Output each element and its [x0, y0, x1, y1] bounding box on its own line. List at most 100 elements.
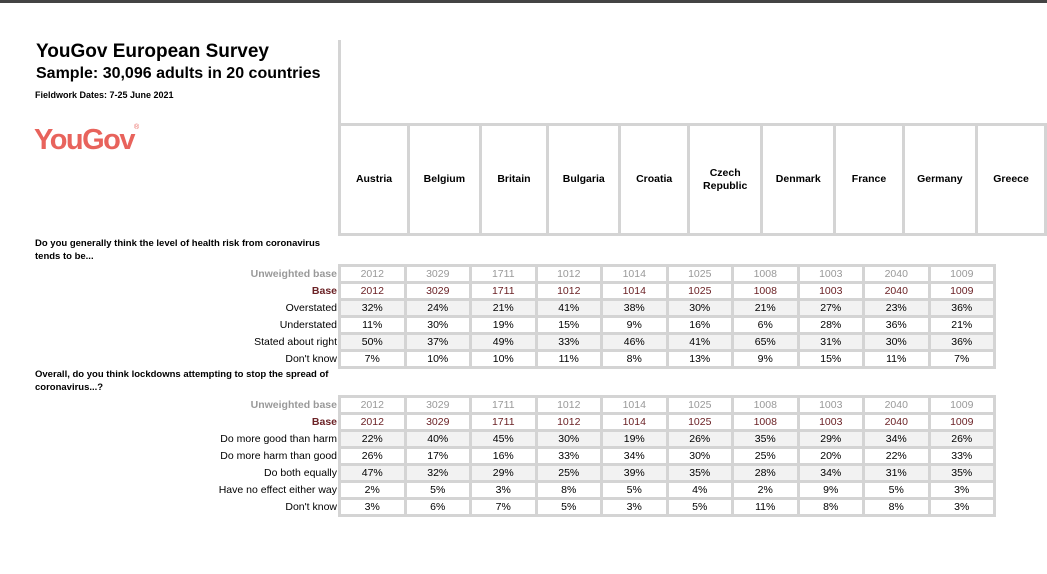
- table-cell: 35%: [734, 432, 797, 446]
- table-cell: 35%: [930, 466, 993, 480]
- table-cell: 26%: [341, 449, 404, 463]
- table-cell: 2040: [865, 415, 928, 429]
- table-cell: 8%: [537, 483, 600, 497]
- table-cell: 20%: [799, 449, 862, 463]
- table-cell: 33%: [537, 449, 600, 463]
- table-cell: 21%: [472, 301, 535, 315]
- table-cell: 32%: [406, 466, 469, 480]
- table-cell: 2%: [734, 483, 797, 497]
- table-cell: 1014: [603, 398, 666, 412]
- row-label: Do more good than harm: [220, 433, 337, 445]
- table-cell: 27%: [799, 301, 862, 315]
- table-cell: 11%: [341, 318, 404, 332]
- column-header-austria: Austria: [341, 126, 408, 233]
- row-label: Don't know: [285, 353, 337, 365]
- table-cell: 9%: [799, 483, 862, 497]
- table-cell: 3%: [603, 500, 666, 514]
- table-cell: 2012: [341, 267, 404, 281]
- table-cell: 28%: [734, 466, 797, 480]
- table-row: 32% 24% 21% 41% 38% 30% 21% 27% 23% 36%: [341, 301, 993, 315]
- table-row: 7% 10% 10% 11% 8% 13% 9% 15% 11% 7%: [341, 352, 993, 366]
- table-row: 22% 40% 45% 30% 19% 26% 35% 29% 34% 26%: [341, 432, 993, 446]
- table-cell: 1711: [472, 415, 535, 429]
- table-cell: 25%: [734, 449, 797, 463]
- table-cell: 21%: [930, 318, 993, 332]
- logo-text: YouGov: [34, 124, 136, 156]
- table-cell: 2012: [341, 398, 404, 412]
- row-label: Base: [311, 416, 337, 428]
- table-cell: 1009: [930, 284, 993, 298]
- table-cell: 10%: [472, 352, 535, 366]
- table-cell: 34%: [799, 466, 862, 480]
- row-label: Unweighted base: [250, 399, 337, 411]
- column-header-britain: Britain: [481, 126, 547, 233]
- table-cell: 15%: [799, 352, 862, 366]
- table-cell: 1025: [668, 284, 731, 298]
- table-cell: 16%: [668, 318, 731, 332]
- table-cell: 3029: [406, 284, 469, 298]
- table-cell: 36%: [930, 301, 993, 315]
- table-cell: 1009: [930, 415, 993, 429]
- table-cell: 33%: [930, 449, 993, 463]
- table-cell: 37%: [406, 335, 469, 349]
- table-cell: 35%: [668, 466, 731, 480]
- table-row: 47% 32% 29% 25% 39% 35% 28% 34% 31% 35%: [341, 466, 993, 480]
- table-cell: 30%: [668, 449, 731, 463]
- row-label: Understated: [279, 319, 337, 331]
- column-header-belgium: Belgium: [410, 126, 479, 233]
- table-cell: 16%: [472, 449, 535, 463]
- table-cell: 3%: [341, 500, 404, 514]
- table-cell: 1012: [537, 398, 600, 412]
- row-label: Stated about right: [254, 336, 337, 348]
- table-cell: 30%: [668, 301, 731, 315]
- table-cell: 40%: [406, 432, 469, 446]
- table-cell: 10%: [406, 352, 469, 366]
- table-cell: 8%: [799, 500, 862, 514]
- table-cell: 8%: [865, 500, 928, 514]
- table-cell: 7%: [930, 352, 993, 366]
- table-cell: 2040: [865, 267, 928, 281]
- column-header-croatia: Croatia: [621, 126, 688, 233]
- table-cell: 45%: [472, 432, 535, 446]
- question-text: Overall, do you think lockdowns attempti…: [35, 369, 329, 393]
- table-cell: 49%: [472, 335, 535, 349]
- column-header-denmark: Denmark: [763, 126, 834, 233]
- table-cell: 7%: [341, 352, 404, 366]
- top-bar: [0, 0, 1047, 3]
- table-cell: 41%: [668, 335, 731, 349]
- table-cell: 30%: [537, 432, 600, 446]
- row-label: Do both equally: [264, 467, 337, 479]
- divider: [338, 40, 341, 126]
- table-cell: 1012: [537, 284, 600, 298]
- table-row: 26% 17% 16% 33% 34% 30% 25% 20% 22% 33%: [341, 449, 993, 463]
- table-cell: 1014: [603, 415, 666, 429]
- row-label: Base: [311, 285, 337, 297]
- country-header: Austria Belgium Britain Bulgaria Croatia Czec…: [338, 123, 1047, 236]
- table-cell: 36%: [930, 335, 993, 349]
- table-cell: 36%: [865, 318, 928, 332]
- table-cell: 11%: [537, 352, 600, 366]
- table-cell: 3%: [930, 483, 993, 497]
- table-cell: 17%: [406, 449, 469, 463]
- row-label: Do more harm than good: [220, 450, 337, 462]
- table-cell: 1009: [930, 267, 993, 281]
- row-labels: Unweighted base Base Overstated Understated…: [0, 266, 337, 368]
- table-cell: 25%: [537, 466, 600, 480]
- table-cell: 1009: [930, 398, 993, 412]
- table-cell: 1003: [799, 284, 862, 298]
- table-cell: 1012: [537, 267, 600, 281]
- row-labels: Unweighted base Base Do more good than har…: [0, 397, 337, 516]
- table-cell: 39%: [603, 466, 666, 480]
- table-cell: 9%: [734, 352, 797, 366]
- table-row: 2012 3029 1711 1012 1014 1025 1008 1003 2040 1009: [341, 267, 993, 281]
- table-cell: 46%: [603, 335, 666, 349]
- table-cell: 1003: [799, 415, 862, 429]
- table-row: 2012 3029 1711 1012 1014 1025 1008 1003 2040 1009: [341, 398, 993, 412]
- table-cell: 4%: [668, 483, 731, 497]
- table-cell: 1711: [472, 398, 535, 412]
- table-cell: 1008: [734, 398, 797, 412]
- table-cell: 1711: [472, 267, 535, 281]
- table-cell: 1008: [734, 415, 797, 429]
- table-cell: 22%: [865, 449, 928, 463]
- table-cell: 1008: [734, 267, 797, 281]
